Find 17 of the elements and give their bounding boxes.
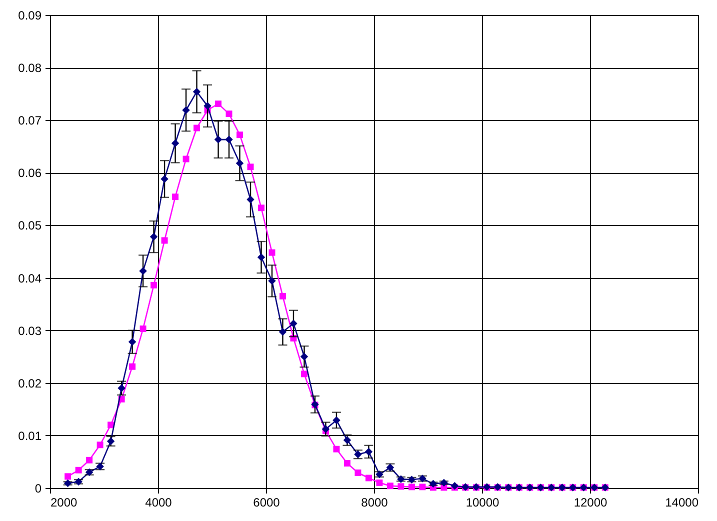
x-tick-label: 12000 xyxy=(574,496,608,510)
x-tick-label: 2000 xyxy=(50,496,78,510)
y-tick-label: 0.06 xyxy=(18,166,42,180)
y-tick-label: 0.05 xyxy=(18,218,42,233)
x-tick-label: 6000 xyxy=(253,496,280,510)
x-tick-label: 14000 xyxy=(665,496,699,510)
y-tick-label: 0.04 xyxy=(18,271,42,286)
y-tick-label: 0.03 xyxy=(18,324,42,338)
y-tick-label: 0 xyxy=(34,482,42,496)
y-tick-label: 0.01 xyxy=(18,428,42,443)
y-tick-label: 0.09 xyxy=(18,8,42,22)
y-tick-label: 0.02 xyxy=(18,376,42,390)
x-tick-label: 8000 xyxy=(361,496,388,510)
y-tick-label: 0.08 xyxy=(18,61,42,76)
x-tick-label: 10000 xyxy=(466,496,500,510)
x-tick-label: 4000 xyxy=(145,496,172,510)
y-tick-label: 0.07 xyxy=(18,114,42,128)
